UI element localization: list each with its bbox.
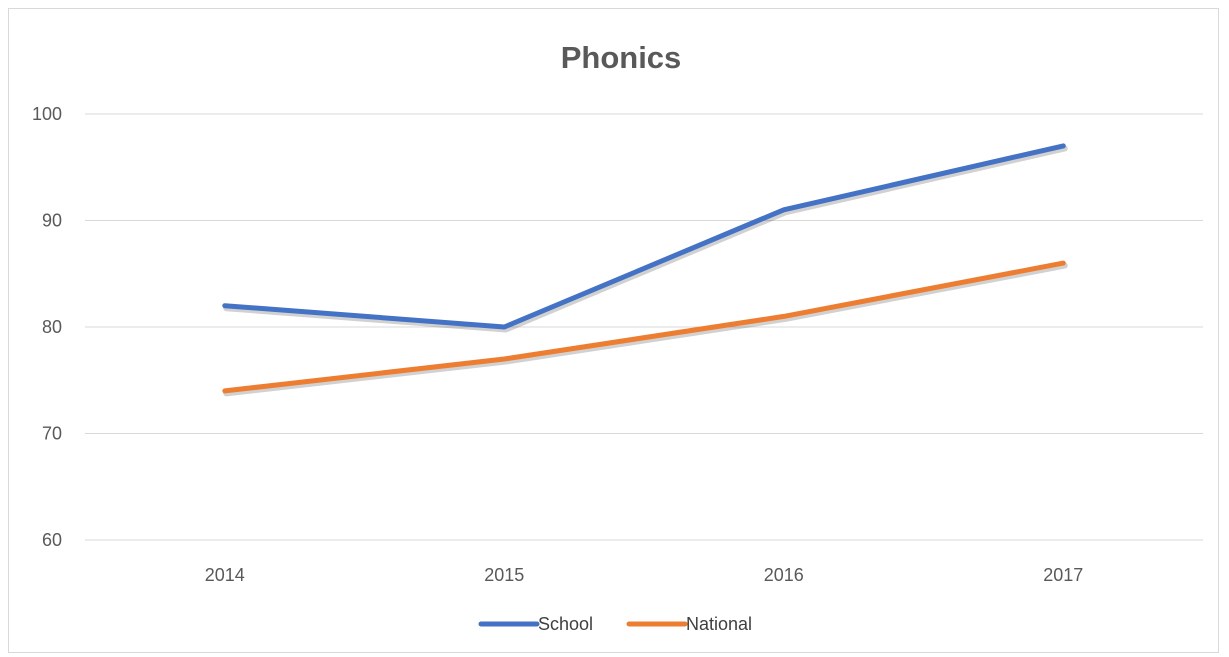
y-tick-label: 90 bbox=[42, 211, 62, 231]
legend: School National bbox=[478, 614, 752, 634]
series-shadow-national bbox=[223, 262, 1068, 397]
x-tick-label: 2015 bbox=[484, 565, 524, 585]
gridlines bbox=[85, 113, 1203, 541]
x-tick-label: 2017 bbox=[1043, 565, 1083, 585]
x-tick-label: 2014 bbox=[205, 565, 245, 585]
y-tick-label: 100 bbox=[32, 104, 62, 124]
y-axis-ticks: 60 70 80 90 100 bbox=[32, 104, 62, 550]
chart-title: Phonics bbox=[561, 40, 682, 75]
legend-label-school: School bbox=[538, 614, 593, 634]
x-tick-label: 2016 bbox=[764, 565, 804, 585]
series-line-national bbox=[222, 260, 1066, 394]
chart-frame bbox=[8, 8, 1219, 653]
series-lines bbox=[222, 143, 1068, 397]
x-axis-ticks: 2014 2015 2016 2017 bbox=[205, 565, 1084, 585]
y-tick-label: 70 bbox=[42, 424, 62, 444]
legend-label-national: National bbox=[686, 614, 752, 634]
series-line-school bbox=[222, 143, 1066, 330]
y-tick-label: 60 bbox=[42, 530, 62, 550]
y-tick-label: 80 bbox=[42, 317, 62, 337]
